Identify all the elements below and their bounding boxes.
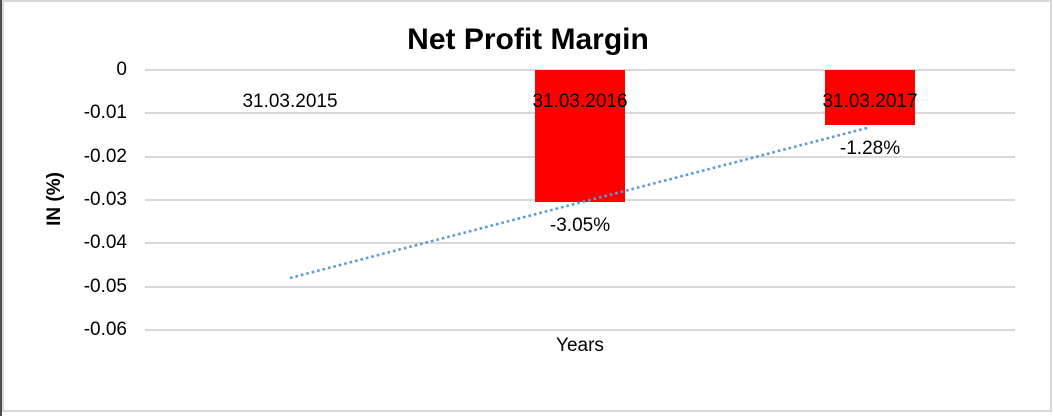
- data-label: -3.05%: [549, 215, 611, 237]
- y-tick-label: -0.06: [83, 319, 127, 340]
- data-label: -1.28%: [839, 138, 901, 160]
- category-label: 31.03.2017: [822, 91, 918, 112]
- y-tick-label: 0: [116, 59, 127, 80]
- trendline: [289, 125, 871, 280]
- bar-31.03.2016: [535, 70, 625, 203]
- plot-area: 31.03.2015 31.03.2016 31.03.2017 -3.05% -1.…: [145, 69, 1015, 331]
- y-tick-label: -0.03: [83, 189, 127, 210]
- x-axis-title: Years: [556, 335, 604, 356]
- trendline-path: [289, 125, 871, 280]
- y-tick-label: -0.04: [83, 232, 127, 254]
- chart-title: Net Profit Margin: [407, 23, 649, 56]
- y-tick-label: -0.05: [83, 275, 127, 297]
- gridline: [145, 242, 1015, 245]
- category-label: 31.03.2016: [532, 91, 628, 112]
- y-tick-label: -0.02: [83, 145, 127, 167]
- category-label: 31.03.2015: [242, 91, 338, 112]
- bar-31.03.2017: [825, 70, 915, 126]
- gridline: [145, 329, 1015, 331]
- gridline: [145, 285, 1015, 288]
- y-tick-label: -0.01: [83, 102, 127, 124]
